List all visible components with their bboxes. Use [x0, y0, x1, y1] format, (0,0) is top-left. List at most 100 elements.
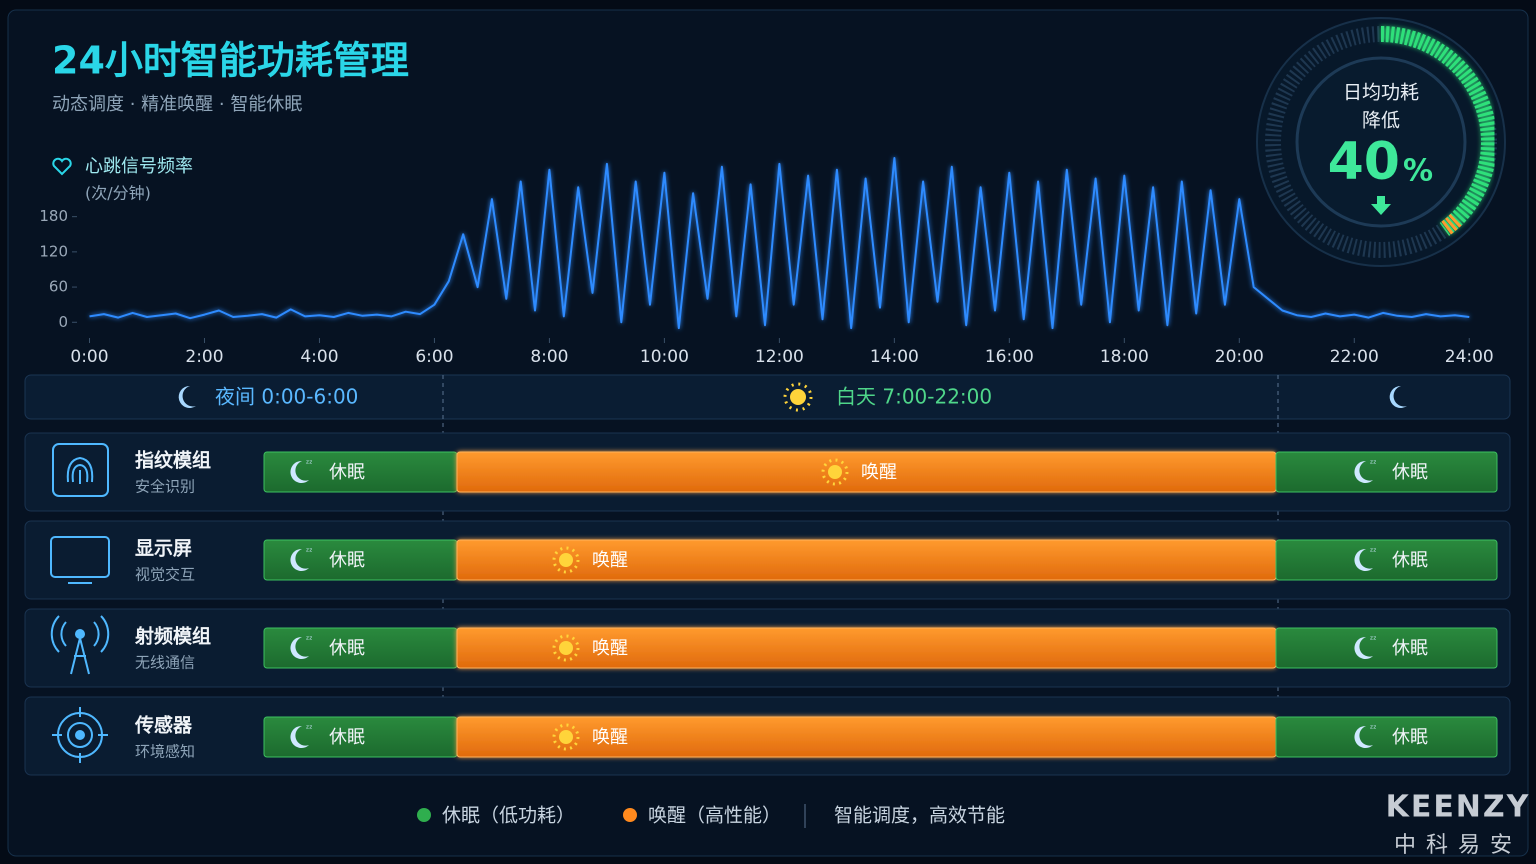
zz-icon: ᶻᶻ: [1370, 636, 1377, 646]
legend-sleep: 休眠（低功耗）: [442, 805, 575, 827]
sensor-dot: [75, 730, 85, 740]
x-tick-label: 8:00: [530, 347, 568, 367]
screen-icon: [50, 536, 110, 578]
module-desc: 环境感知: [135, 743, 195, 761]
sun-rays: [821, 458, 849, 486]
sun-rays: [552, 723, 580, 751]
timeline-band: [24, 374, 1511, 420]
sleep-label: 休眠: [329, 727, 365, 748]
sun-icon: [783, 382, 813, 412]
sleep-label: 休眠: [1392, 638, 1428, 659]
sensor-ring: [67, 722, 93, 748]
x-tick-label: 24:00: [1445, 347, 1494, 367]
x-tick-label: 6:00: [415, 347, 453, 367]
sleep-label: 休眠: [329, 462, 365, 483]
moon-icon: [1354, 636, 1373, 659]
y-tick-label: 0: [58, 313, 68, 331]
moon-icon: [1354, 725, 1373, 748]
x-tick-label: 20:00: [1215, 347, 1264, 367]
sleep-label: 休眠: [1392, 727, 1428, 748]
signal-line: [89, 157, 1470, 330]
x-tick-label: 0:00: [70, 347, 108, 367]
day-label: 白天 7:00-22:00: [836, 385, 992, 409]
zz-icon: ᶻᶻ: [306, 725, 313, 735]
legend-dot-sleep: [417, 808, 431, 822]
gauge-value: 40: [1328, 132, 1400, 192]
wake-segment: [456, 716, 1277, 758]
sleep-label: 休眠: [329, 550, 365, 571]
fingerprint-icon: [52, 443, 109, 497]
module-name: 传感器: [134, 714, 193, 737]
moon-icon: [290, 460, 309, 483]
legend-wake: 唤醒（高性能）: [648, 805, 781, 827]
wake-label: 唤醒: [592, 550, 628, 571]
gauge-unit: %: [1403, 154, 1433, 189]
moon-icon: [290, 725, 309, 748]
zz-icon: ᶻᶻ: [1370, 548, 1377, 558]
zz-icon: ᶻᶻ: [1370, 725, 1377, 735]
x-tick-label: 18:00: [1100, 347, 1149, 367]
x-tick-label: 2:00: [185, 347, 223, 367]
title: 24小时智能功耗管理: [52, 39, 409, 83]
moon-icon: [1354, 548, 1373, 571]
y-tick-label: 180: [39, 207, 68, 225]
zz-icon: ᶻᶻ: [306, 460, 313, 470]
moon-icon: [1354, 460, 1373, 483]
brand-cn: 中科易安: [1394, 833, 1522, 858]
legend-note: 智能调度，高效节能: [834, 805, 1005, 827]
wake-label: 唤醒: [592, 727, 628, 748]
x-tick-label: 22:00: [1330, 347, 1379, 367]
gauge-title: 日均功耗: [1343, 82, 1419, 104]
sensor-cross: [52, 707, 108, 763]
sun-core: [559, 730, 573, 744]
zz-icon: ᶻᶻ: [1370, 460, 1377, 470]
antenna-icon: [75, 629, 85, 639]
sleep-segment: [1275, 539, 1498, 581]
x-tick-label: 10:00: [640, 347, 689, 367]
x-tick-label: 16:00: [985, 347, 1034, 367]
wake-segment: [456, 539, 1277, 581]
chart-subtitle: (次/分钟): [85, 184, 151, 203]
zz-icon: ᶻᶻ: [306, 636, 313, 646]
x-tick-label: 14:00: [870, 347, 919, 367]
zz-icon: ᶻᶻ: [306, 548, 313, 558]
gauge: 日均功耗 降低 40 %: [1256, 17, 1506, 267]
sleep-label: 休眠: [329, 638, 365, 659]
legend-dot-wake: [623, 808, 637, 822]
sleep-segment: [1275, 451, 1498, 493]
sun-rays: [552, 634, 580, 662]
gauge-inner: [1295, 56, 1467, 228]
module-icons: [50, 443, 110, 763]
wake-label: 唤醒: [592, 638, 628, 659]
chart-title: 心跳信号频率: [85, 156, 193, 177]
module-desc: 无线通信: [135, 654, 195, 672]
gauge-track: [1265, 26, 1497, 258]
y-tick-label: 60: [49, 278, 68, 296]
gauge-subtitle: 降低: [1362, 110, 1400, 132]
wake-label: 唤醒: [861, 462, 897, 483]
x-tick-label: 4:00: [300, 347, 338, 367]
chart: 0 60 120 180 0:00 2:00 4:00 6:00 8:00 10:00 12:00 1…: [39, 157, 1494, 367]
moon-icon: [290, 636, 309, 659]
sleep-segment: [1275, 716, 1498, 758]
wake-segment: [456, 627, 1277, 669]
module-desc: 视觉交互: [135, 566, 195, 584]
module-name: 射频模组: [134, 625, 211, 648]
moon-icon: [290, 548, 309, 571]
sun-core: [559, 553, 573, 567]
brand-name: KEENZY: [1386, 790, 1531, 825]
down-arrow: [1371, 196, 1391, 215]
subtitle: 动态调度 · 精准唤醒 · 智能休眠: [52, 94, 302, 115]
module-desc: 安全识别: [135, 478, 195, 496]
y-tick-label: 120: [39, 242, 68, 260]
moon-icon: [1389, 385, 1407, 408]
sleep-label: 休眠: [1392, 550, 1428, 571]
sleep-segment: [1275, 627, 1498, 669]
module-name: 指纹模组: [135, 449, 211, 472]
moon-icon: [178, 385, 196, 408]
sun-core: [828, 465, 842, 479]
night-label: 夜间 0:00-6:00: [215, 385, 358, 409]
sun-core: [559, 641, 573, 655]
